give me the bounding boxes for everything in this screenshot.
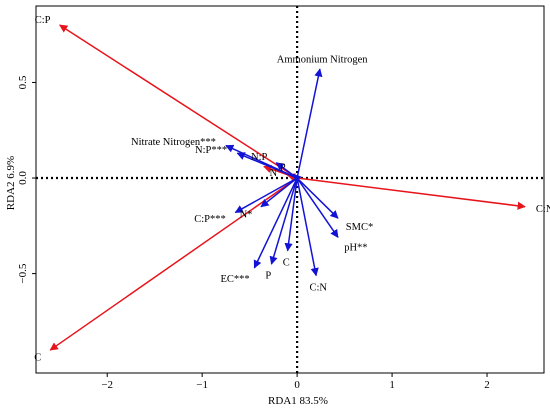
arrow-label: P xyxy=(280,162,286,173)
arrow-explanatory xyxy=(260,177,298,208)
arrow-label-layer: C:P C C:N N Ammonium Nitrogen Nitrate Nitroge… xyxy=(34,15,550,363)
arrow-explanatory xyxy=(236,152,298,179)
y-tick-label: 0.0 xyxy=(17,171,29,185)
arrow-label: SMC* xyxy=(346,222,373,233)
arrow-label: P xyxy=(265,271,271,282)
arrow-label: C xyxy=(34,352,41,363)
zero-lines xyxy=(36,6,544,373)
x-tick-label: −2 xyxy=(101,379,113,391)
y-axis-title: RDA2 6.9% xyxy=(5,156,17,210)
arrow-label: N:P xyxy=(251,152,268,163)
arrow-explanatory xyxy=(269,177,298,265)
arrow-label: N xyxy=(270,168,278,179)
y-tick-label: 0.5 xyxy=(17,75,29,89)
arrow-label: C:P*** xyxy=(194,214,226,225)
arrow-explanatory xyxy=(296,177,339,238)
arrow-explanatory xyxy=(292,173,302,183)
arrow-label: N* xyxy=(240,210,253,221)
arrow-label: C xyxy=(283,258,290,269)
arrow-label: N:P*** xyxy=(195,145,227,156)
arrow-explanatory xyxy=(296,177,319,277)
arrow-layer xyxy=(49,24,526,351)
x-tick-label: 2 xyxy=(484,379,490,391)
arrow-response xyxy=(297,177,526,210)
arrow-label: C:P xyxy=(35,15,51,26)
x-tick-label: 0 xyxy=(294,379,300,391)
arrow-label: Nitrate Nitrogen*** xyxy=(131,137,216,148)
x-axis-title: RDA1 83.5% xyxy=(268,395,328,407)
arrow-label: C:N xyxy=(536,204,550,215)
arrow-response xyxy=(59,24,298,179)
arrow-explanatory xyxy=(296,177,339,219)
plot-frame xyxy=(35,5,545,374)
arrow-explanatory xyxy=(234,177,298,214)
arrow-explanatory xyxy=(253,177,298,269)
arrow-label: pH** xyxy=(344,242,367,253)
tick-layer: −2 −1 0 1 2 −0.5 0.0 0.5 xyxy=(17,75,490,391)
arrow-label: C:N xyxy=(309,282,327,293)
arrow-label: Ammonium Nitrogen xyxy=(277,54,368,65)
x-tick-label: −1 xyxy=(196,379,208,391)
arrow-label: EC*** xyxy=(220,274,249,285)
x-tick-label: 1 xyxy=(389,379,395,391)
arrow-explanatory xyxy=(284,177,298,252)
arrow-explanatory xyxy=(296,68,323,179)
y-tick-label: −0.5 xyxy=(17,263,29,283)
arrow-response xyxy=(49,177,298,351)
